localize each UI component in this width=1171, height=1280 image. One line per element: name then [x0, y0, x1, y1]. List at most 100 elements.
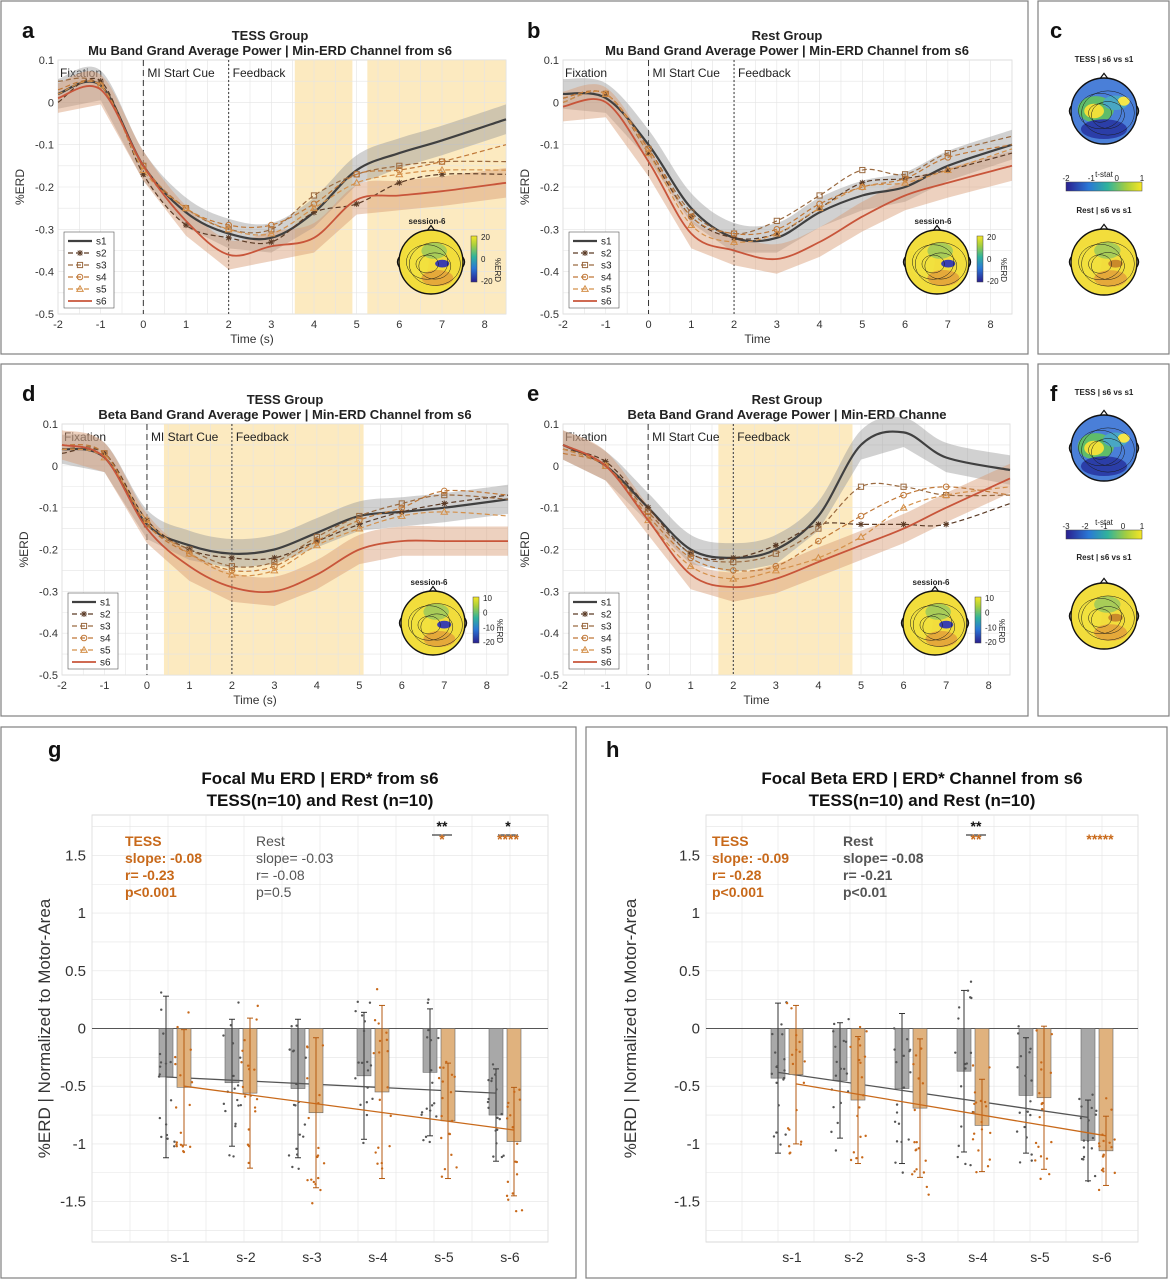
point-s2 — [311, 209, 317, 216]
head-contour — [1091, 606, 1125, 634]
point-s5 — [355, 524, 364, 532]
topoplot-colorbar — [974, 596, 982, 644]
legend-label-s5: s5 — [601, 646, 612, 657]
topoplot-colorbar — [470, 235, 478, 283]
x-tick-label: 4 — [817, 319, 823, 331]
head-ear-right — [966, 617, 970, 629]
data-dot — [959, 1085, 963, 1088]
data-dot — [965, 1062, 969, 1065]
data-dot — [432, 1102, 436, 1105]
x-tick-label: s-2 — [236, 1249, 256, 1265]
tess-stat: slope: -0.09 — [712, 850, 789, 866]
x-tick-label: -2 — [57, 680, 67, 692]
head-outline — [904, 229, 970, 295]
point-s2 — [858, 521, 864, 528]
head-ear-right — [462, 256, 466, 268]
head-outline — [398, 229, 464, 295]
data-dot — [921, 1082, 925, 1085]
colorbar-tick: -10 — [985, 623, 997, 632]
data-dot — [302, 1135, 305, 1138]
x-tick-label: 8 — [484, 680, 490, 692]
data-dot — [453, 1075, 456, 1078]
data-dot — [865, 1030, 868, 1033]
y-tick-label: -0.5 — [35, 309, 54, 321]
data-dot — [494, 1129, 497, 1132]
colorbar-tick: 10 — [483, 594, 492, 603]
x-tick-label: 7 — [943, 680, 949, 692]
data-dot — [427, 998, 430, 1001]
point-s2 — [645, 150, 652, 157]
x-tick-label: -2 — [558, 319, 568, 331]
rest-stat: Rest — [256, 833, 285, 849]
x-axis-label: Time (s) — [233, 693, 277, 707]
data-dot — [437, 1036, 440, 1040]
frame-row1 — [0, 0, 1029, 355]
point-s4 — [225, 221, 232, 229]
data-dot — [799, 1140, 803, 1143]
head-contour — [921, 254, 945, 274]
point-s4 — [228, 567, 236, 574]
x-axis-label: Time (s) — [230, 332, 274, 346]
point-s5 — [96, 81, 105, 89]
point-s5 — [440, 507, 449, 515]
topo-title-top: TESS | s6 vs s1 — [1075, 388, 1134, 397]
legend-label-s3: s3 — [601, 622, 612, 633]
point-s4 — [857, 512, 865, 520]
data-dot — [895, 1103, 899, 1106]
data-dot — [984, 1105, 988, 1108]
significance-top: ** — [437, 818, 448, 834]
data-dot — [181, 1145, 184, 1148]
legend-label-s4: s4 — [100, 634, 111, 645]
x-tick-label: 0 — [645, 319, 651, 331]
data-dot — [240, 1061, 243, 1064]
data-dot — [973, 1102, 976, 1106]
head-ear-right — [1136, 256, 1140, 268]
data-dot — [863, 1055, 867, 1058]
point-s4 — [396, 166, 403, 174]
data-dot — [189, 1048, 192, 1051]
data-dot — [169, 1099, 173, 1102]
x-tick-label: 4 — [311, 319, 317, 331]
head-contour — [912, 244, 955, 280]
data-dot — [169, 1060, 172, 1064]
point-s2 — [815, 521, 822, 528]
significance-top: ** — [971, 818, 982, 834]
data-dot — [780, 1023, 783, 1026]
series-line-s6 — [562, 444, 1011, 589]
panel-subtitle: Mu Band Grand Average Power | Min-ERD Ch… — [88, 43, 452, 58]
legend-marker-s2 — [582, 250, 588, 256]
point-s5 — [729, 237, 739, 245]
data-dot — [190, 1081, 194, 1084]
data-dot — [902, 1054, 906, 1058]
data-dot — [988, 1066, 991, 1069]
data-dot — [858, 1106, 861, 1109]
data-dot — [229, 1024, 233, 1027]
data-dot — [1101, 1155, 1105, 1158]
data-dot — [188, 1103, 191, 1107]
head-contour — [420, 613, 454, 641]
colorbar-tick: 1 — [1140, 522, 1145, 531]
point-s2 — [228, 554, 235, 561]
point-s4 — [816, 200, 823, 208]
data-dot — [914, 1054, 918, 1057]
data-dot — [798, 1040, 801, 1044]
point-s4 — [730, 230, 738, 237]
data-dot — [957, 1006, 961, 1009]
data-dot — [174, 1106, 178, 1109]
data-dot — [431, 1081, 434, 1085]
panel-letter: b — [527, 18, 540, 43]
data-dot — [514, 1209, 518, 1213]
head-blob — [927, 242, 953, 259]
head-blob — [1108, 259, 1123, 268]
y-tick-label: -0.3 — [39, 586, 58, 598]
data-dot — [290, 1025, 293, 1028]
head-blob — [925, 631, 958, 647]
data-dot — [775, 1131, 778, 1134]
x-tick-label: s-4 — [968, 1249, 988, 1265]
point-s5 — [185, 549, 194, 557]
legend-box — [63, 231, 115, 309]
head-ear-left — [902, 256, 906, 268]
topoplot-head-icon — [1068, 409, 1140, 482]
y-axis-label: %ERD | Normalized to Motor-Area — [35, 898, 54, 1158]
